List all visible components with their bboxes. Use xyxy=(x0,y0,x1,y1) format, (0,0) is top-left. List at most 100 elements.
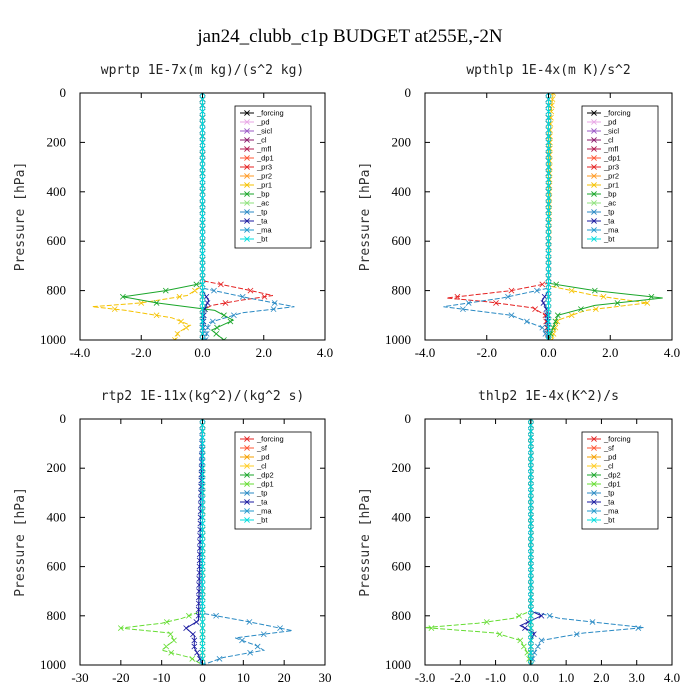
y-axis-label: Pressure [hPa] xyxy=(358,162,373,272)
legend-marker-forcing xyxy=(244,436,250,442)
y-axis-label: Pressure [hPa] xyxy=(358,487,373,597)
legend-label-ta: _ta xyxy=(256,217,268,226)
legend-marker-sf xyxy=(244,445,250,451)
series-line-dp1 xyxy=(120,419,203,665)
x-tick-label: -4.0 xyxy=(415,345,436,360)
legend-label-dp1: _dp1 xyxy=(256,154,274,163)
legend-marker-ta xyxy=(591,499,597,505)
series-markers-bt xyxy=(527,419,534,665)
legend-marker-bt xyxy=(591,236,597,242)
panel-title: wpthlp 1E-4x(m K)/s^2 xyxy=(466,63,630,78)
series-markers-ta xyxy=(199,93,211,340)
legend-label-mfl: _mfl xyxy=(603,145,619,154)
y-tick-label: 0 xyxy=(405,85,412,100)
legend-label-sf: _sf xyxy=(603,444,615,453)
panel-title: rtp2 1E-11x(kg^2)/(kg^2 s) xyxy=(101,389,305,404)
y-tick-label: 400 xyxy=(392,184,412,199)
series-group xyxy=(443,93,663,340)
y-tick-label: 1000 xyxy=(40,332,66,347)
legend-label-pd: _pd xyxy=(256,453,270,462)
x-tick-label: 3.0 xyxy=(629,670,645,685)
legend-marker-tp xyxy=(244,490,250,496)
legend-marker-pd xyxy=(244,454,250,460)
chart-panel-4: thlp2 1E-4x(K^2)/s Pressure [hPa] 0 200 400 6… xyxy=(358,389,680,685)
legend-label-sf: _sf xyxy=(256,444,268,453)
legend-label-dp1: _dp1 xyxy=(603,154,621,163)
y-tick-label: 0 xyxy=(60,411,67,426)
legend-label-ma: _ma xyxy=(256,226,272,235)
legend-label-bp: _bp xyxy=(256,190,270,199)
legend-label-tp: _tp xyxy=(603,208,614,217)
legend-marker-pr1 xyxy=(244,182,250,188)
legend-marker-ta xyxy=(244,218,250,224)
legend-marker-dp1 xyxy=(591,155,597,161)
legend-marker-pd xyxy=(244,119,250,125)
x-tick-label: -20 xyxy=(112,670,129,685)
legend-marker-pr2 xyxy=(244,173,250,179)
legend-label-dp2: _dp2 xyxy=(256,471,274,480)
series-line-tp xyxy=(530,419,644,665)
legend-marker-ac xyxy=(244,200,250,206)
y-tick-label: 200 xyxy=(47,460,67,475)
legend-label-forcing: _forcing xyxy=(603,109,631,118)
legend-marker-bp xyxy=(244,191,250,197)
legend: _forcing_pd_sicl_cl_mfl_dp1_pr3_pr2_pr1_… xyxy=(581,105,659,249)
y-tick-label: 1000 xyxy=(385,332,411,347)
legend-label-sicl: _sicl xyxy=(256,127,272,136)
x-tick-label: -1.0 xyxy=(485,670,506,685)
y-tick-label: 600 xyxy=(392,559,412,574)
x-tick-label: 4.0 xyxy=(664,345,680,360)
legend-label-ac: _ac xyxy=(256,199,269,208)
legend-marker-ta xyxy=(244,499,250,505)
legend-label-bt: _bt xyxy=(603,516,615,525)
legend-label-cl: _cl xyxy=(603,462,614,471)
legend-marker-forcing xyxy=(244,110,250,116)
legend-marker-cl xyxy=(244,137,250,143)
legend-marker-mfl xyxy=(591,146,597,152)
legend-label-cl: _cl xyxy=(256,462,267,471)
figure-title: jan24_clubb_c1p BUDGET at255E,-2N xyxy=(196,26,502,47)
legend-marker-tp xyxy=(591,490,597,496)
legend-marker-dp2 xyxy=(244,472,250,478)
x-tick-label: -2.0 xyxy=(450,670,471,685)
chart-panel-2: wpthlp 1E-4x(m K)/s^2 Pressure [hPa] 0 200 4… xyxy=(358,63,680,360)
legend-label-dp1: _dp1 xyxy=(256,480,274,489)
legend-marker-bt xyxy=(591,517,597,523)
x-tick-label: -2.0 xyxy=(476,345,497,360)
legend-label-bt: _bt xyxy=(256,235,268,244)
legend-label-dp2: _dp2 xyxy=(603,471,621,480)
legend-marker-mfl xyxy=(244,146,250,152)
y-axis-label: Pressure [hPa] xyxy=(13,487,28,597)
series-line-tp xyxy=(202,419,293,665)
panel-title: wprtp 1E-7x(m kg)/(s^2 kg) xyxy=(101,63,305,78)
legend-label-ta: _ta xyxy=(603,498,615,507)
y-tick-label: 200 xyxy=(392,134,412,149)
x-tick-label: -2.0 xyxy=(131,345,152,360)
x-tick-label: -3.0 xyxy=(415,670,436,685)
plot-frame xyxy=(424,418,673,666)
series-line-pr3 xyxy=(446,93,549,340)
legend-label-pr3: _pr3 xyxy=(256,163,272,172)
y-tick-label: 600 xyxy=(392,233,412,248)
legend-label-pr3: _pr3 xyxy=(603,163,619,172)
legend-label-cl: _cl xyxy=(256,136,267,145)
legend-marker-pr3 xyxy=(244,164,250,170)
legend-label-pr1: _pr1 xyxy=(603,181,619,190)
legend-label-pd: _pd xyxy=(256,118,270,127)
y-axis-label: Pressure [hPa] xyxy=(13,162,28,272)
legend-label-mfl: _mfl xyxy=(256,145,272,154)
y-tick-label: 400 xyxy=(47,184,67,199)
x-tick-label: 0.0 xyxy=(540,345,556,360)
series-markers-dp1 xyxy=(117,419,206,665)
legend-label-ma: _ma xyxy=(603,507,619,516)
legend-label-ac: _ac xyxy=(603,199,616,208)
legend-marker-pr2 xyxy=(591,173,597,179)
legend-label-forcing: _forcing xyxy=(256,109,284,118)
legend-marker-ma xyxy=(591,508,597,514)
legend-marker-pr3 xyxy=(591,164,597,170)
series-line-pr1 xyxy=(92,93,203,340)
legend-label-pd: _pd xyxy=(603,453,617,462)
y-tick-label: 200 xyxy=(47,134,67,149)
legend-marker-ac xyxy=(591,200,597,206)
y-tick-label: 800 xyxy=(392,283,412,298)
